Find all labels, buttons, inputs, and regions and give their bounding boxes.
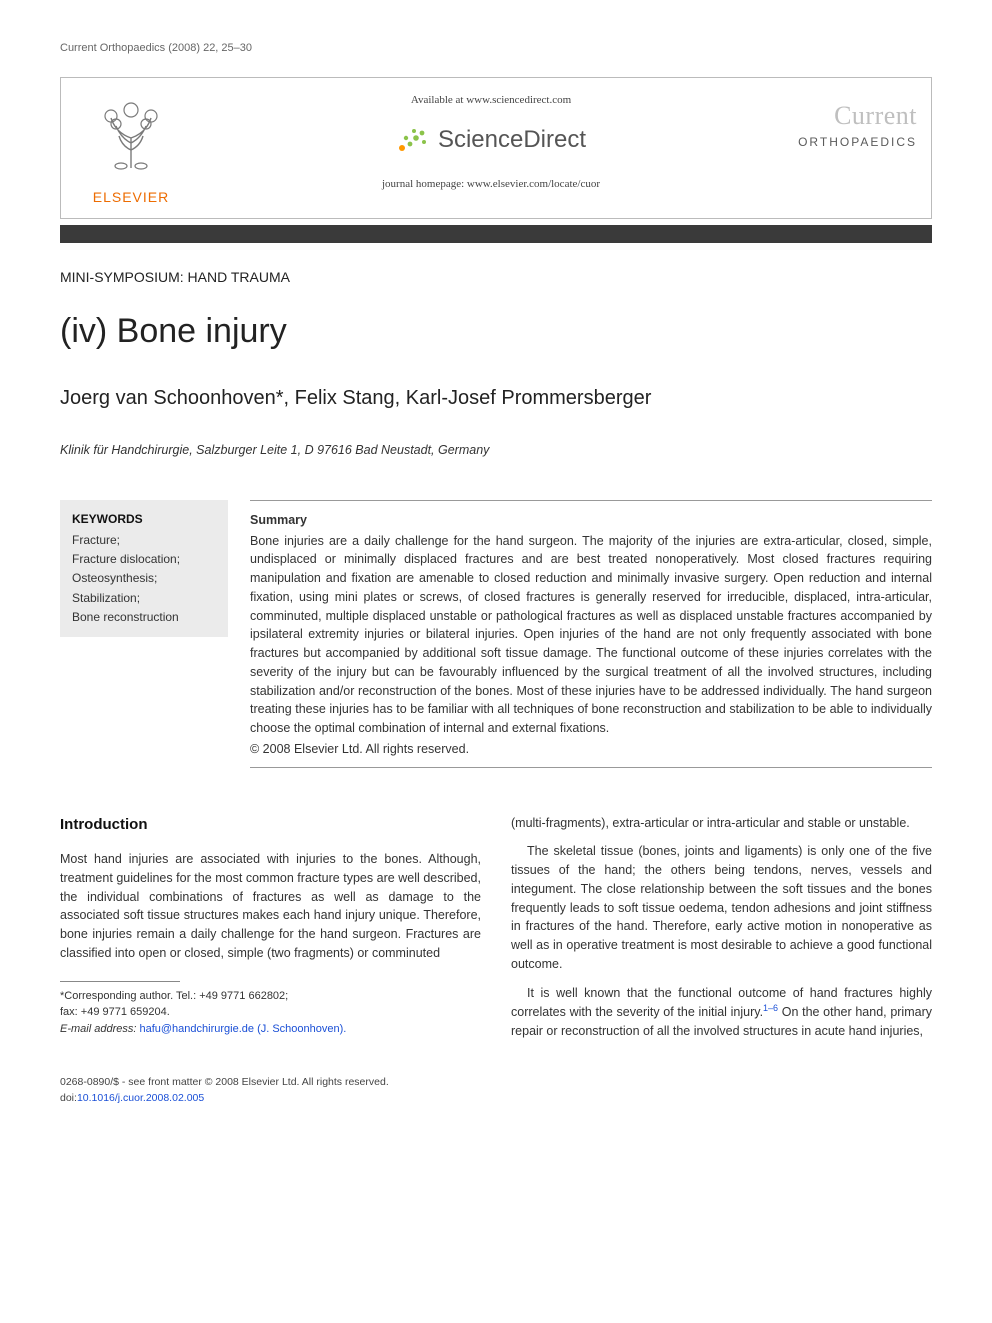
col2-paragraph-2: The skeletal tissue (bones, joints and l… <box>511 842 932 973</box>
running-head: Current Orthopaedics (2008) 22, 25–30 <box>60 40 932 57</box>
keywords-heading: KEYWORDS <box>72 510 216 529</box>
abstract-block: KEYWORDS Fracture; Fracture dislocation;… <box>60 500 932 768</box>
elsevier-tree-icon <box>86 88 176 178</box>
reference-link[interactable]: 1–6 <box>763 1003 778 1013</box>
body-column-right: (multi-fragments), extra-articular or in… <box>511 814 932 1051</box>
email-line: E-mail address: hafu@handchirurgie.de (J… <box>60 1021 481 1038</box>
doi-line: doi:10.1016/j.cuor.2008.02.005 <box>60 1091 932 1107</box>
keyword-item: Bone reconstruction <box>72 608 216 627</box>
section-label: MINI-SYMPOSIUM: HAND TRAUMA <box>60 267 932 288</box>
summary-text: Bone injuries are a daily challenge for … <box>250 534 932 736</box>
col2-paragraph-3: It is well known that the functional out… <box>511 984 932 1041</box>
authors: Joerg van Schoonhoven*, Felix Stang, Kar… <box>60 383 932 413</box>
body-columns: Introduction Most hand injuries are asso… <box>60 814 932 1051</box>
summary-box: Summary Bone injuries are a daily challe… <box>250 500 932 768</box>
footnote-rule <box>60 981 180 982</box>
journal-brand-bottom: ORTHOPAEDICS <box>795 133 917 151</box>
corresponding-author: *Corresponding author. Tel.: +49 9771 66… <box>60 988 481 1005</box>
body-column-left: Introduction Most hand injuries are asso… <box>60 814 481 1051</box>
keyword-item: Fracture dislocation; <box>72 550 216 569</box>
footnotes: *Corresponding author. Tel.: +49 9771 66… <box>60 988 481 1038</box>
keywords-box: KEYWORDS Fracture; Fracture dislocation;… <box>60 500 228 637</box>
introduction-heading: Introduction <box>60 814 481 837</box>
keyword-item: Fracture; <box>72 531 216 550</box>
elsevier-label: ELSEVIER <box>71 187 191 208</box>
front-matter-line: 0268-0890/$ - see front matter © 2008 El… <box>60 1075 932 1091</box>
article-title: (iv) Bone injury <box>60 306 932 357</box>
divider-bar <box>60 225 932 243</box>
journal-homepage-text: journal homepage: www.elsevier.com/locat… <box>211 176 771 193</box>
email-link[interactable]: hafu@handchirurgie.de (J. Schoonhoven). <box>139 1023 346 1035</box>
masthead-center: Available at www.sciencedirect.com Scien… <box>201 78 781 203</box>
sciencedirect-dots-icon <box>396 126 430 154</box>
journal-brand-top: Current <box>795 96 917 135</box>
sciencedirect-text: ScienceDirect <box>438 122 586 158</box>
publisher-logo-block: ELSEVIER <box>61 78 201 219</box>
summary-heading: Summary <box>250 511 932 530</box>
summary-copyright: © 2008 Elsevier Ltd. All rights reserved… <box>250 740 932 759</box>
intro-paragraph-1: Most hand injuries are associated with i… <box>60 850 481 963</box>
sciencedirect-logo: ScienceDirect <box>396 122 586 158</box>
fax-line: fax: +49 9771 659204. <box>60 1004 481 1021</box>
footer: 0268-0890/$ - see front matter © 2008 El… <box>60 1075 932 1107</box>
keyword-item: Stabilization; <box>72 589 216 608</box>
journal-brand: Current ORTHOPAEDICS <box>781 78 931 169</box>
col2-paragraph-1: (multi-fragments), extra-articular or in… <box>511 814 932 833</box>
doi-link[interactable]: 10.1016/j.cuor.2008.02.005 <box>77 1092 204 1104</box>
doi-label: doi: <box>60 1092 77 1104</box>
available-at-text: Available at www.sciencedirect.com <box>211 92 771 109</box>
keyword-item: Osteosynthesis; <box>72 569 216 588</box>
masthead: ELSEVIER Available at www.sciencedirect.… <box>60 77 932 220</box>
email-label: E-mail address: <box>60 1023 136 1035</box>
affiliation: Klinik für Handchirurgie, Salzburger Lei… <box>60 441 932 460</box>
